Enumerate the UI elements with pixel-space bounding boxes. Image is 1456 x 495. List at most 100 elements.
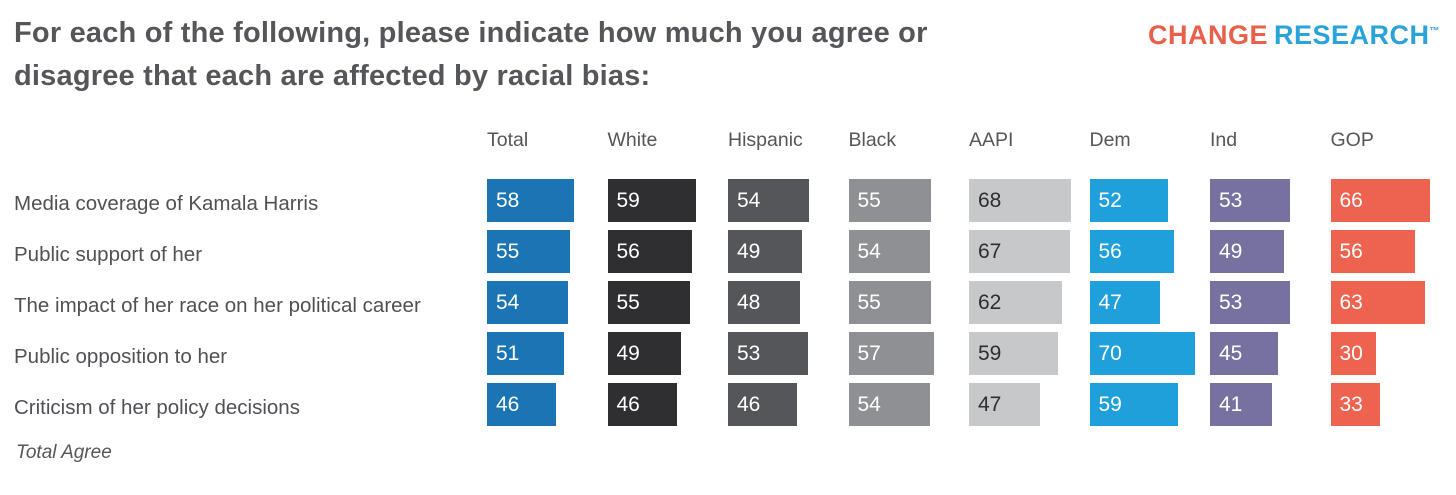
bar-cell-black-row3: 55 (848, 281, 970, 332)
bar-chart-grid: Total White Hispanic Black AAPI Dem Ind GOP Medi… (14, 128, 1451, 434)
bar-hispanic-row4: 53 (728, 332, 808, 375)
bar-dem-row3: 47 (1089, 281, 1160, 324)
page-title-line2: disagree that each are affected by racia… (14, 60, 651, 92)
bar-value-label: 53 (737, 341, 761, 365)
bar-gop-row5: 33 (1330, 383, 1380, 426)
column-header-total: Total (487, 129, 529, 151)
bar-cell-aapi-row3: 62 (969, 281, 1090, 332)
bar-gop-row2: 56 (1330, 230, 1415, 273)
bar-hispanic-row5: 46 (728, 383, 797, 426)
page-title-line1: For each of the following, please indica… (14, 17, 928, 49)
bar-value-label: 68 (978, 188, 1002, 212)
bar-value-label: 33 (1339, 392, 1363, 416)
bar-value-label: 54 (857, 239, 881, 263)
logo-word-change: CHANGE (1147, 20, 1268, 50)
bar-value-label: 63 (1339, 290, 1363, 314)
bar-cell-black-row5: 54 (848, 383, 970, 434)
column-header-aapi: AAPI (969, 129, 1014, 151)
bar-value-label: 52 (1098, 188, 1122, 212)
bar-total-row4: 51 (487, 332, 564, 375)
bar-black-row2: 54 (848, 230, 930, 273)
bar-value-label: 49 (616, 341, 640, 365)
bar-value-label: 54 (737, 188, 761, 212)
bar-cell-hispanic-row1: 54 (728, 179, 849, 230)
bar-value-label: 56 (616, 239, 640, 263)
bar-cell-dem-row3: 47 (1089, 281, 1211, 332)
bar-value-label: 53 (1219, 188, 1243, 212)
bar-cell-white-row3: 55 (607, 281, 729, 332)
bar-aapi-row4: 59 (969, 332, 1058, 375)
bar-value-label: 57 (857, 341, 881, 365)
bar-total-row3: 54 (487, 281, 568, 324)
bar-dem-row1: 52 (1089, 179, 1168, 222)
bar-aapi-row2: 67 (969, 230, 1070, 273)
bar-hispanic-row3: 48 (728, 281, 800, 324)
bar-cell-ind-row4: 45 (1210, 332, 1331, 383)
bar-cell-total-row5: 46 (487, 383, 608, 434)
bar-aapi-row5: 47 (969, 383, 1040, 426)
bar-ind-row1: 53 (1210, 179, 1290, 222)
bar-cell-total-row1: 58 (487, 179, 608, 230)
bar-cell-total-row2: 55 (487, 230, 608, 281)
bar-value-label: 58 (496, 188, 520, 212)
bar-value-label: 47 (1098, 290, 1122, 314)
bar-value-label: 62 (978, 290, 1002, 314)
column-header-hispanic: Hispanic (728, 129, 803, 151)
bar-cell-ind-row5: 41 (1210, 383, 1331, 434)
bar-cell-aapi-row4: 59 (969, 332, 1090, 383)
bar-cell-total-row4: 51 (487, 332, 608, 383)
bar-cell-hispanic-row4: 53 (728, 332, 849, 383)
column-header-black: Black (848, 129, 897, 151)
bar-white-row3: 55 (607, 281, 690, 324)
bar-value-label: 48 (737, 290, 761, 314)
bar-gop-row4: 30 (1330, 332, 1376, 375)
bar-value-label: 45 (1219, 341, 1243, 365)
bar-ind-row5: 41 (1210, 383, 1272, 426)
bar-cell-gop-row4: 30 (1330, 332, 1452, 383)
bar-cell-hispanic-row2: 49 (728, 230, 849, 281)
bar-cell-dem-row2: 56 (1089, 230, 1211, 281)
row-label: Public opposition to her (14, 345, 228, 369)
bar-cell-aapi-row5: 47 (969, 383, 1090, 434)
bar-cell-total-row3: 54 (487, 281, 608, 332)
logo-word-research: RESEARCH (1273, 20, 1430, 50)
bar-cell-gop-row1: 66 (1330, 179, 1452, 230)
bar-dem-row5: 59 (1089, 383, 1178, 426)
bar-dem-row2: 56 (1089, 230, 1174, 273)
bar-total-row1: 58 (487, 179, 574, 222)
row-label: The impact of her race on her political … (14, 294, 421, 318)
bar-cell-white-row2: 56 (607, 230, 729, 281)
bar-cell-dem-row5: 59 (1089, 383, 1211, 434)
bar-ind-row2: 49 (1210, 230, 1284, 273)
bar-white-row4: 49 (607, 332, 681, 375)
bar-cell-white-row5: 46 (607, 383, 729, 434)
row-label: Media coverage of Kamala Harris (14, 192, 319, 216)
bar-value-label: 55 (616, 290, 640, 314)
bar-cell-black-row1: 55 (848, 179, 970, 230)
bar-cell-gop-row3: 63 (1330, 281, 1452, 332)
bar-cell-white-row4: 49 (607, 332, 729, 383)
bar-value-label: 54 (496, 290, 520, 314)
bar-value-label: 59 (978, 341, 1002, 365)
bar-hispanic-row1: 54 (728, 179, 809, 222)
bar-value-label: 70 (1098, 341, 1122, 365)
page-title: For each of the following, please indica… (14, 12, 928, 98)
bar-black-row4: 57 (848, 332, 934, 375)
bar-cell-white-row1: 59 (607, 179, 729, 230)
column-header-ind: Ind (1210, 129, 1238, 151)
bar-value-label: 49 (737, 239, 761, 263)
bar-value-label: 46 (737, 392, 761, 416)
bar-dem-row4: 70 (1089, 332, 1195, 375)
column-header-spacer (14, 128, 487, 166)
bar-white-row1: 59 (607, 179, 696, 222)
bar-value-label: 59 (616, 188, 640, 212)
bar-black-row3: 55 (848, 281, 931, 324)
bar-cell-black-row4: 57 (848, 332, 970, 383)
change-research-logo: CHANGE RESEARCH™ (1148, 20, 1440, 51)
bar-ind-row4: 45 (1210, 332, 1278, 375)
bar-cell-gop-row2: 56 (1330, 230, 1452, 281)
bar-value-label: 46 (496, 392, 520, 416)
bar-cell-aapi-row1: 68 (969, 179, 1090, 230)
logo-trademark-icon: ™ (1429, 26, 1440, 37)
